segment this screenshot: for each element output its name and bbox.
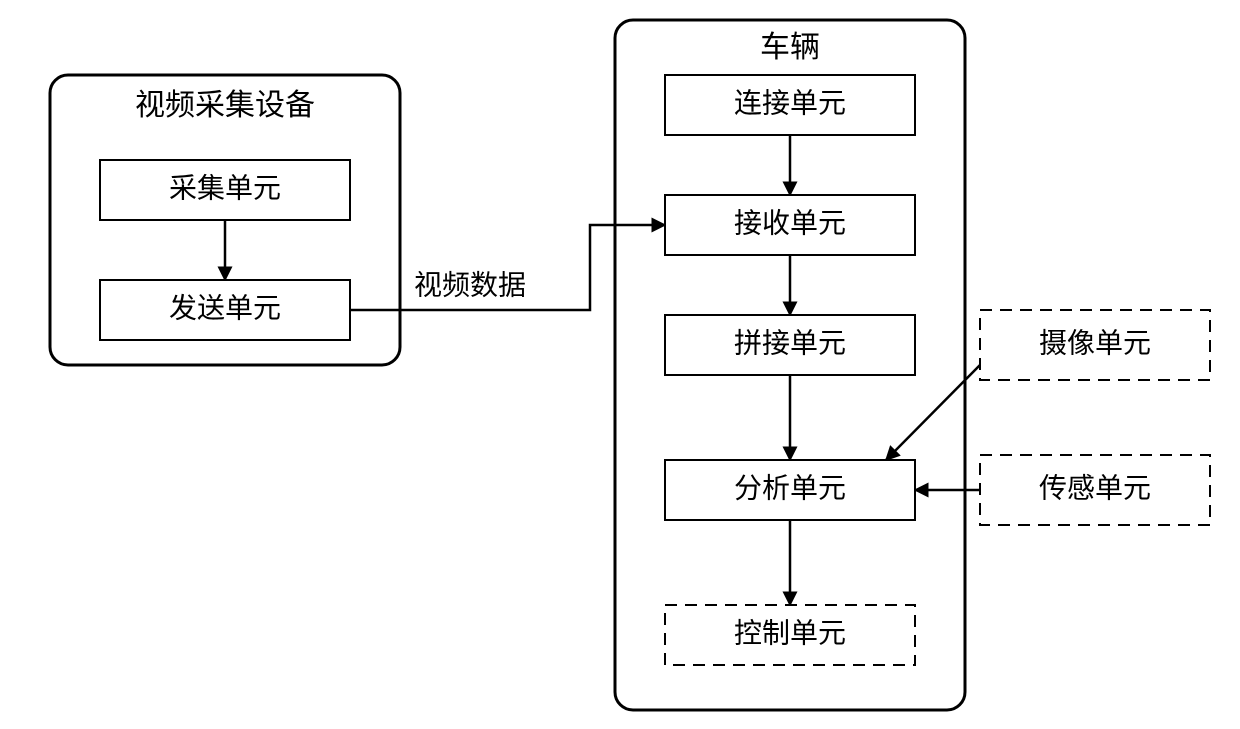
node-analyze: 分析单元 [665, 460, 915, 520]
node-label-stitch: 拼接单元 [734, 327, 846, 359]
edge-label-send-to-receive: 视频数据 [414, 269, 526, 301]
node-send: 发送单元 [100, 280, 350, 340]
node-label-send: 发送单元 [169, 292, 281, 324]
left-container-title: 视频采集设备 [135, 89, 315, 122]
node-connect: 连接单元 [665, 75, 915, 135]
node-label-collect: 采集单元 [169, 172, 281, 204]
node-sensor: 传感单元 [980, 455, 1210, 525]
system-diagram: 视频采集设备 车辆视频数据 采集单元发送单元 连接单元接收单元拼接单元分析单元控制单元… [0, 0, 1240, 729]
right-container-title: 车辆 [760, 31, 820, 64]
node-label-connect: 连接单元 [734, 87, 846, 119]
node-control: 控制单元 [665, 605, 915, 665]
node-receive: 接收单元 [665, 195, 915, 255]
node-label-analyze: 分析单元 [734, 472, 846, 504]
node-collect: 采集单元 [100, 160, 350, 220]
node-label-control: 控制单元 [734, 617, 846, 649]
node-label-receive: 接收单元 [734, 207, 846, 239]
edge-send-to-receive: 视频数据 [350, 225, 665, 310]
node-label-camera: 摄像单元 [1039, 327, 1151, 359]
node-label-sensor: 传感单元 [1039, 472, 1151, 504]
node-stitch: 拼接单元 [665, 315, 915, 375]
node-camera: 摄像单元 [980, 310, 1210, 380]
